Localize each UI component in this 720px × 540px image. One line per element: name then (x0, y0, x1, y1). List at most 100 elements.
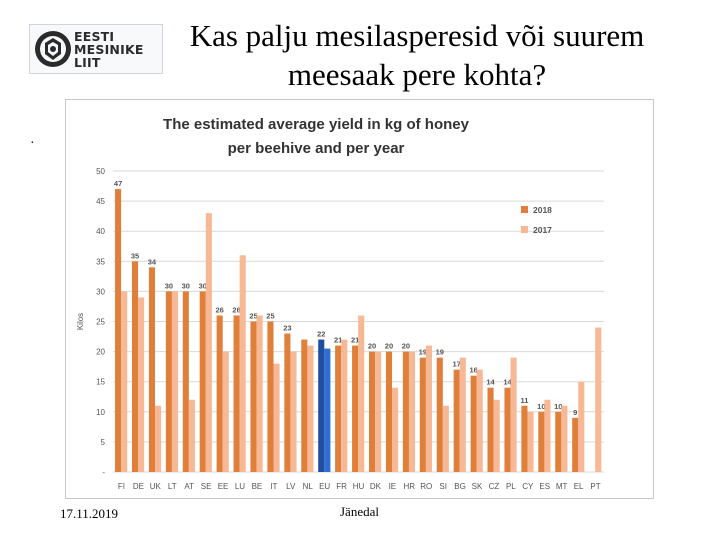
y-tick-label: 50 (96, 167, 105, 176)
data-label-2018-fi: 47 (114, 179, 122, 188)
legend-label-2018: 2018 (533, 205, 552, 215)
x-tick-label-uk: UK (150, 482, 162, 491)
legend-swatch-2018 (521, 206, 528, 213)
x-tick-label-be: BE (252, 482, 263, 491)
data-label-2018-uk: 34 (148, 257, 157, 266)
bar-2018-fr (335, 345, 342, 472)
x-tick-label-fi: FI (118, 482, 125, 491)
x-tick-label-es: ES (539, 482, 550, 491)
bar-2018-ee (216, 315, 223, 472)
data-label-2018-es: 10 (537, 402, 545, 411)
bar-2017-sk (476, 369, 483, 472)
x-tick-label-cz: CZ (489, 482, 500, 491)
bar-2018-it (267, 321, 274, 472)
bar-2017-de (138, 297, 145, 472)
bar-2018-dk (368, 351, 376, 472)
data-label-2018-cy: 11 (520, 396, 528, 405)
bar-2017-be (256, 315, 263, 472)
bar-2017-fr (341, 339, 348, 472)
data-label-2018-eu: 22 (317, 330, 325, 339)
logo-line1: EESTI (74, 29, 115, 44)
bar-2018-fi (115, 189, 122, 472)
bar-2017-lt (171, 291, 179, 472)
honey-yield-chart: The estimated average yield in kg of hon… (76, 116, 604, 491)
bar-2017-cz (493, 399, 500, 472)
footer-date: 17.11.2019 (60, 506, 119, 521)
bar-2017-dk (375, 351, 382, 472)
bar-2017-uk (154, 405, 162, 472)
x-tick-label-at: AT (184, 482, 194, 491)
data-label-2018-se: 30 (199, 281, 207, 290)
y-tick-label: - (102, 468, 105, 477)
bar-2017-pl (510, 357, 517, 472)
x-tick-label-fr: FR (336, 482, 347, 491)
x-tick-label-cy: CY (522, 482, 534, 491)
y-tick-label: 25 (96, 318, 105, 327)
bar-2018-ro (419, 357, 426, 472)
bar-2018-de (131, 261, 139, 472)
x-tick-label-ro: RO (420, 482, 432, 491)
legend-swatch-2017 (521, 226, 528, 233)
bar-2017-eu (324, 348, 331, 472)
y-tick-label: 5 (101, 438, 106, 447)
bar-2017-hr (408, 351, 416, 472)
data-label-2018-si: 19 (436, 348, 444, 357)
y-tick-label: 10 (96, 408, 105, 417)
bar-2017-ee (222, 351, 229, 472)
logo: EESTI MESINIKE LIIT (29, 24, 163, 74)
x-tick-label-hu: HU (353, 482, 365, 491)
legend-label-2017: 2017 (533, 225, 552, 235)
bar-2018-cy (521, 405, 528, 472)
data-label-2018-hr: 20 (402, 342, 410, 351)
bar-2018-at (182, 291, 189, 472)
bar-2017-nl (307, 345, 314, 472)
bar-2017-lu (239, 255, 246, 472)
y-tick-label: 40 (96, 227, 105, 236)
data-label-2018-at: 30 (182, 281, 190, 290)
bar-2018-eu (318, 339, 325, 472)
bar-2017-at (188, 399, 195, 472)
y-axis-label: Kilos (76, 313, 85, 330)
x-tick-label-nl: NL (303, 482, 314, 491)
data-label-2018-hu: 21 (351, 336, 359, 345)
data-label-2018-be: 25 (249, 312, 257, 321)
bar-2018-pl (504, 387, 511, 472)
data-label-2018-fr: 21 (334, 336, 342, 345)
bar-2017-el (578, 381, 585, 472)
bar-2017-si (442, 405, 449, 472)
bar-2018-cz (487, 387, 494, 472)
data-label-2018-lv: 23 (283, 324, 291, 333)
bar-2018-se (199, 291, 206, 472)
bar-2018-uk (148, 267, 155, 472)
data-label-2018-de: 35 (131, 251, 139, 260)
bar-2018-bg (453, 369, 460, 472)
data-label-2018-it: 25 (266, 312, 274, 321)
logo-line2: MESINIKE (74, 42, 144, 57)
x-tick-label-de: DE (133, 482, 144, 491)
bar-2018-lt (165, 291, 172, 472)
y-tick-label: 35 (96, 257, 105, 266)
data-label-2018-pl: 14 (503, 378, 512, 387)
x-tick-label-lv: LV (286, 482, 296, 491)
bar-2017-lv (290, 351, 297, 472)
x-tick-label-se: SE (201, 482, 212, 491)
data-label-2018-ee: 26 (215, 305, 223, 314)
x-tick-label-hr: HR (404, 482, 416, 491)
x-tick-label-ee: EE (218, 482, 229, 491)
data-label-2018-sk: 16 (469, 366, 477, 375)
x-tick-label-pl: PL (506, 482, 516, 491)
x-tick-label-lt: LT (168, 482, 177, 491)
x-tick-label-mt: MT (556, 482, 568, 491)
bar-2017-fi (121, 291, 128, 472)
x-tick-label-sk: SK (472, 482, 483, 491)
bar-2018-es (538, 411, 545, 472)
bar-2018-lv (284, 333, 291, 472)
x-tick-label-dk: DK (370, 482, 382, 491)
data-label-2018-lt: 30 (165, 281, 173, 290)
data-label-2018-ie: 20 (385, 342, 393, 351)
bar-2018-be (250, 321, 257, 472)
data-label-2018-lu: 26 (232, 305, 240, 314)
bar-2017-se (205, 213, 212, 472)
data-label-2018-ro: 19 (419, 348, 427, 357)
x-tick-label-ie: IE (389, 482, 397, 491)
